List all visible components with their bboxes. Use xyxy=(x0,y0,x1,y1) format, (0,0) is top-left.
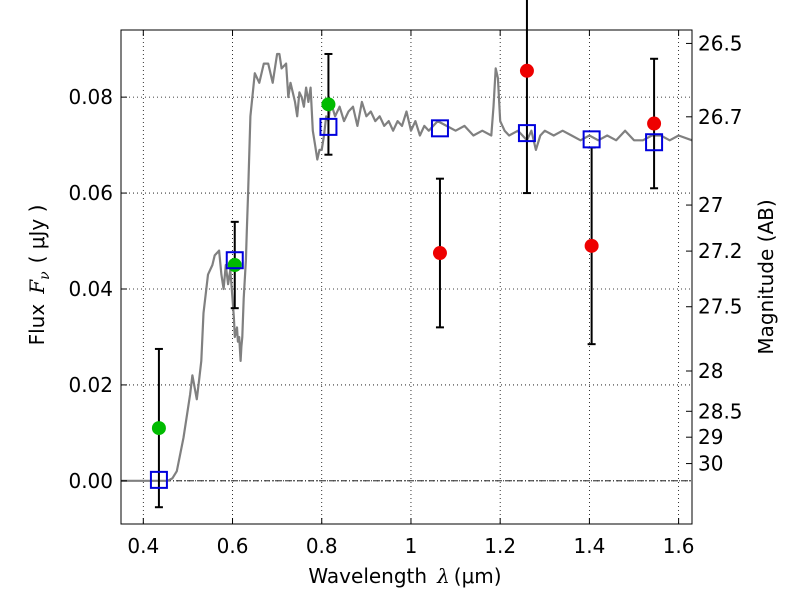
x-tick-label: 0.8 xyxy=(306,534,338,558)
model-square-point xyxy=(517,124,536,143)
y2-axis: 26.5 26.7 27 27.2 27.5 28 28.529 30 xyxy=(686,31,743,476)
y2-tick-label: 27.5 xyxy=(698,295,743,319)
photometry-point xyxy=(227,258,242,273)
y2-tick-label: 28.5 xyxy=(698,399,743,423)
y2-tick-label: 30 xyxy=(698,452,723,476)
photometry-point xyxy=(151,421,166,436)
y2-tick-label: 27.2 xyxy=(698,239,743,263)
y2-tick-label: 27 xyxy=(698,193,723,217)
y-tick-label: 0.08 xyxy=(68,85,113,109)
plot-area xyxy=(121,0,693,509)
x-tick-label: 1 xyxy=(405,534,418,558)
model-spectrum-line xyxy=(121,52,693,482)
x-axis: 0.4 0.6 0.8 1 1.2 1.4 1.6 xyxy=(127,30,695,558)
y-axis-label: FluxFν( μJy ) xyxy=(25,205,53,346)
model-square-point xyxy=(149,470,168,489)
photometry-point xyxy=(647,116,662,131)
y2-tick-label: 26.7 xyxy=(698,105,743,129)
y2-axis-label: Magnitude (AB) xyxy=(754,199,778,354)
photometry-point xyxy=(432,246,447,261)
y-tick-label: 0.04 xyxy=(68,277,113,301)
photometry-point xyxy=(321,97,336,112)
x-tick-label: 0.6 xyxy=(217,534,249,558)
x-tick-label: 1.2 xyxy=(484,534,516,558)
x-axis-label: Wavelength λ (μm) xyxy=(308,564,501,588)
x-tick-label: 0.4 xyxy=(127,534,159,558)
x-tick-label: 1.4 xyxy=(573,534,605,558)
y-tick-label: 0.06 xyxy=(68,181,113,205)
model-square-point xyxy=(430,119,449,138)
model-square-point xyxy=(582,130,601,149)
y-tick-label: 0.00 xyxy=(68,469,113,493)
y2-tick-label: 29 xyxy=(698,425,723,449)
y-tick-label: 0.02 xyxy=(68,373,113,397)
y2-tick-label: 28 xyxy=(698,359,723,383)
photometry-point xyxy=(519,63,534,78)
plot-frame xyxy=(120,29,693,525)
model-square-point xyxy=(319,117,338,136)
model-square-point xyxy=(225,251,244,270)
y2-tick-label: 26.5 xyxy=(698,31,743,55)
model-square-point xyxy=(645,133,664,152)
x-tick-label: 1.6 xyxy=(663,534,695,558)
photometry-point xyxy=(584,238,599,253)
y-axis: 0.00 0.02 0.04 0.06 0.08 xyxy=(68,85,127,493)
